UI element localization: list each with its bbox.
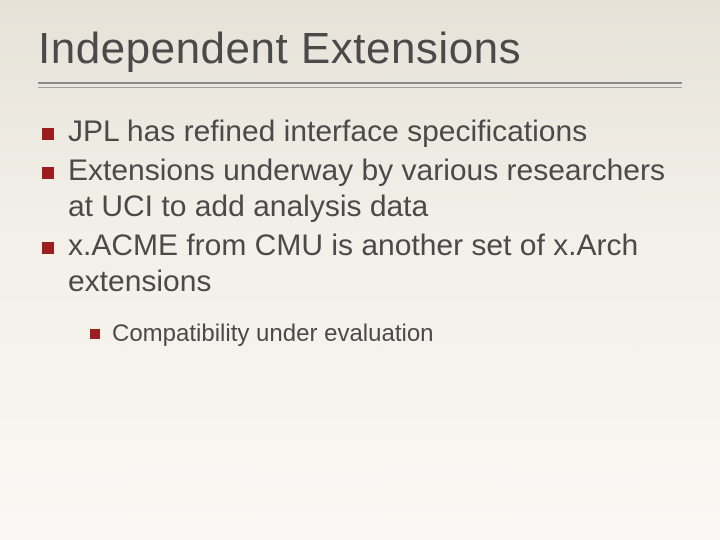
sub-bullet-text: Compatibility under evaluation [112, 319, 434, 349]
sub-bullet-item: Compatibility under evaluation [90, 319, 682, 349]
title-underline [38, 82, 682, 88]
bullet-text: Extensions underway by various researche… [68, 153, 682, 226]
square-bullet-icon [90, 329, 100, 339]
square-bullet-icon [42, 242, 54, 254]
square-bullet-icon [42, 128, 54, 140]
bullet-text: JPL has refined interface specifications [68, 114, 587, 151]
bullet-item: JPL has refined interface specifications [42, 114, 682, 151]
slide-content: JPL has refined interface specifications… [38, 114, 682, 349]
bullet-item: Extensions underway by various researche… [42, 153, 682, 226]
bullet-list: JPL has refined interface specifications… [42, 114, 682, 301]
bullet-text: x.ACME from CMU is another set of x.Arch… [68, 228, 682, 301]
square-bullet-icon [42, 167, 54, 179]
slide-title: Independent Extensions [38, 24, 682, 74]
slide: Independent Extensions JPL has refined i… [0, 0, 720, 540]
sub-bullet-list: Compatibility under evaluation [42, 319, 682, 349]
bullet-item: x.ACME from CMU is another set of x.Arch… [42, 228, 682, 301]
